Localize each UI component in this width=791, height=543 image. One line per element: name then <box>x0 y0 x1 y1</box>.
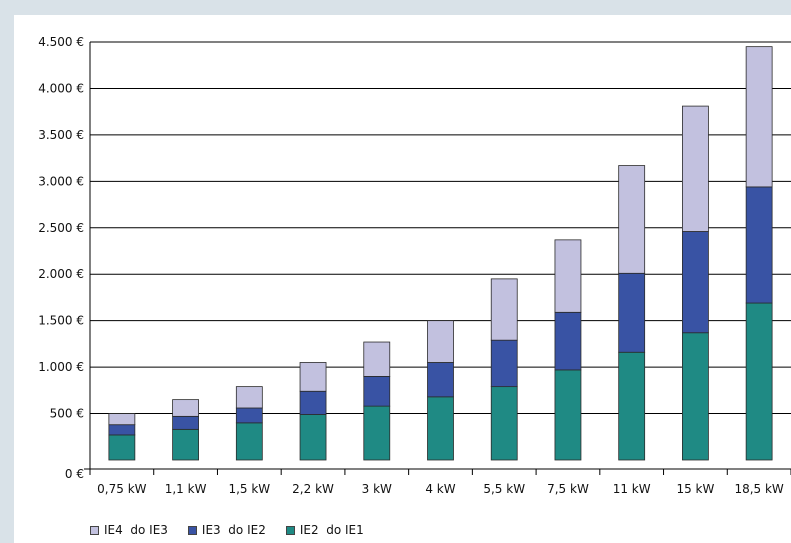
bar-segment <box>745 186 773 304</box>
y-tick-label: 0 € <box>65 467 84 481</box>
x-tick-label: 15 kW <box>676 482 714 496</box>
bar-segment <box>299 414 327 461</box>
x-tick-label: 4 kW <box>425 482 455 496</box>
legend-label: IE3 do IE2 <box>201 523 266 537</box>
bar-segment <box>554 311 582 371</box>
bar-segment <box>618 272 646 353</box>
gridlines <box>90 41 791 415</box>
bar-segment <box>108 424 136 436</box>
bar-segment <box>172 415 199 430</box>
bar-segment <box>490 339 518 388</box>
y-tick-label: 1.500 € <box>38 314 84 328</box>
bar-segment <box>554 239 582 313</box>
stacked-bar-chart: 0 € 500 € 1.000 € 1.500 € 2.000 € 2.500 € 3.00… <box>38 35 791 496</box>
bar-segment <box>490 278 518 341</box>
bar-segment <box>745 46 773 188</box>
y-tick-label: 1.000 € <box>38 360 84 374</box>
legend-swatch <box>285 525 295 535</box>
bar-segment <box>235 422 263 461</box>
y-tick-label: 4.000 € <box>38 81 84 95</box>
bar-segment <box>108 434 136 461</box>
axes <box>84 42 791 475</box>
y-tick-label: 500 € <box>50 407 84 421</box>
legend-label: IE2 do IE1 <box>299 523 364 537</box>
legend: IE4 do IE3 IE3 do IE2 IE2 do IE1 <box>90 523 364 537</box>
bar-segment <box>363 405 391 461</box>
bar-segment <box>618 351 646 461</box>
bar-segment <box>618 165 646 274</box>
bar-segment <box>299 390 327 415</box>
bar-segment <box>427 362 454 398</box>
y-tick-label: 3.500 € <box>38 128 84 142</box>
legend-item: IE4 do IE3 <box>90 523 168 537</box>
bar-segment <box>490 386 518 461</box>
legend-swatch <box>90 525 99 535</box>
bar-segment <box>427 396 454 461</box>
x-tick-label: 2,2 kW <box>292 482 334 496</box>
bar-segment <box>172 428 199 461</box>
y-tick-labels: 0 € 500 € 1.000 € 1.500 € 2.000 € 2.500 € 3.00… <box>38 35 84 481</box>
chart-panel: 0 € 500 € 1.000 € 1.500 € 2.000 € 2.500 € 3.00… <box>14 15 791 543</box>
bar-segment <box>682 332 709 461</box>
x-tick-label: 18,5 kW <box>734 482 783 496</box>
bar-segment <box>682 105 709 232</box>
bar-segment <box>745 302 773 461</box>
y-tick-label: 2.500 € <box>38 221 84 235</box>
bar-segment <box>363 375 391 407</box>
x-tick-label: 3 kW <box>362 482 392 496</box>
y-tick-label: 3.000 € <box>38 174 84 188</box>
x-tick-label: 5,5 kW <box>483 482 525 496</box>
bars <box>108 46 773 461</box>
legend-label: IE4 do IE3 <box>104 523 168 537</box>
bar-segment <box>235 386 263 409</box>
bar-segment <box>363 341 391 377</box>
x-tick-label: 1,1 kW <box>165 482 207 496</box>
x-tick-labels: 0,75 kW 1,1 kW 1,5 kW 2,2 kW 3 kW 4 kW 5,5 kW 7… <box>97 482 784 496</box>
y-tick-label: 2.000 € <box>38 267 84 281</box>
bar-segment <box>108 413 136 426</box>
bar-segment <box>682 231 709 334</box>
bar-segment <box>172 399 199 417</box>
legend-item: IE3 do IE2 <box>187 523 266 537</box>
legend-swatch <box>187 525 197 535</box>
x-tick-label: 11 kW <box>613 482 651 496</box>
bar-segment <box>554 369 582 461</box>
x-tick-label: 0,75 kW <box>97 482 146 496</box>
x-tick-label: 7,5 kW <box>547 482 589 496</box>
bar-segment <box>299 362 327 392</box>
bar-segment <box>427 320 454 363</box>
y-tick-label: 4.500 € <box>38 35 84 49</box>
x-tick-label: 1,5 kW <box>228 482 270 496</box>
bar-segment <box>235 407 263 424</box>
legend-item: IE2 do IE1 <box>285 523 364 537</box>
